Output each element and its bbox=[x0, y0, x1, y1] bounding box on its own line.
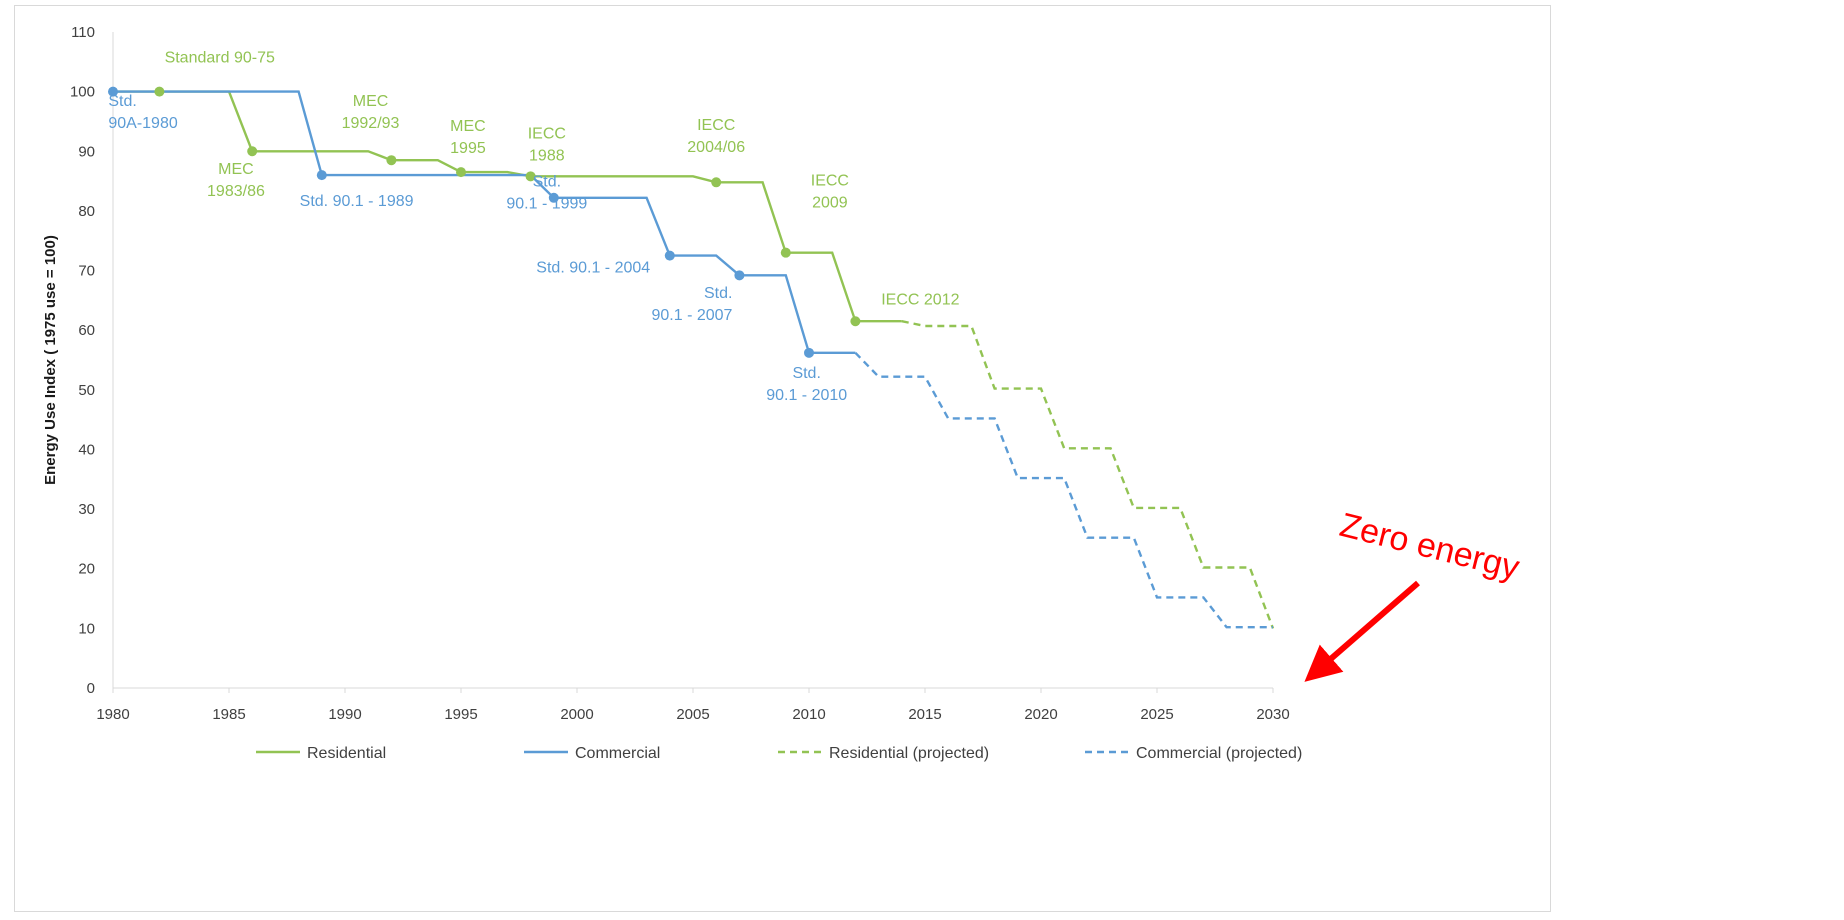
x-tick-label: 1980 bbox=[96, 706, 129, 723]
legend-label: Residential (projected) bbox=[829, 745, 989, 762]
x-tick-label: 1995 bbox=[444, 706, 477, 723]
code-annotation: MEC 1992/93 bbox=[342, 93, 400, 132]
x-tick-label: 2015 bbox=[908, 706, 941, 723]
code-annotation: IECC 2009 bbox=[811, 172, 849, 211]
code-annotation: IECC 2004/06 bbox=[687, 117, 745, 156]
data-point-marker bbox=[316, 170, 327, 181]
code-annotation: Standard 90-75 bbox=[165, 49, 275, 66]
data-point-marker bbox=[548, 192, 559, 203]
y-tick-label: 100 bbox=[70, 84, 95, 101]
y-tick-label: 90 bbox=[78, 143, 95, 160]
data-point-marker bbox=[850, 316, 861, 327]
x-tick-label: 2020 bbox=[1024, 706, 1057, 723]
data-point-marker bbox=[456, 167, 466, 178]
y-tick-label: 80 bbox=[78, 203, 95, 220]
y-tick-label: 0 bbox=[87, 680, 95, 697]
data-point-marker bbox=[525, 171, 536, 182]
y-tick-label: 70 bbox=[78, 263, 95, 280]
code-annotation: Std. 90.1 - 2004 bbox=[536, 259, 650, 276]
y-tick-label: 30 bbox=[78, 501, 95, 518]
data-point-marker bbox=[108, 86, 118, 97]
series-line-commercial bbox=[113, 90, 856, 354]
y-tick-label: 10 bbox=[78, 620, 95, 637]
code-annotation: Std. 90.1 - 2007 bbox=[651, 285, 732, 324]
y-axis-title: Energy Use Index ( 1975 use = 100) bbox=[42, 235, 59, 485]
zero-energy-callout-text: Zero energy bbox=[1336, 506, 1523, 587]
legend-label: Commercial (projected) bbox=[1136, 745, 1302, 762]
x-tick-label: 2030 bbox=[1256, 706, 1289, 723]
code-annotation: Std. 90A-1980 bbox=[108, 93, 177, 132]
series-line-commercial-projected bbox=[854, 351, 1273, 629]
data-point-marker bbox=[780, 247, 791, 258]
y-tick-label: 60 bbox=[78, 322, 95, 339]
code-annotation: MEC 1995 bbox=[450, 118, 486, 157]
legend-label: Commercial bbox=[575, 745, 660, 762]
legend-label: Residential bbox=[307, 745, 386, 762]
data-point-marker bbox=[664, 250, 675, 261]
data-point-marker bbox=[734, 270, 745, 281]
x-tick-label: 2000 bbox=[560, 706, 593, 723]
y-tick-label: 20 bbox=[78, 561, 95, 578]
chart-container bbox=[14, 5, 1551, 912]
code-annotation: IECC 1988 bbox=[528, 126, 566, 165]
y-tick-label: 40 bbox=[78, 441, 95, 458]
x-tick-label: 2010 bbox=[792, 706, 825, 723]
code-annotation: Std. 90.1 - 1999 bbox=[506, 173, 587, 212]
y-tick-label: 50 bbox=[78, 382, 95, 399]
x-tick-label: 2025 bbox=[1140, 706, 1173, 723]
data-point-marker bbox=[247, 146, 258, 157]
data-point-marker bbox=[386, 155, 397, 166]
x-tick-label: 1990 bbox=[328, 706, 361, 723]
x-tick-label: 1985 bbox=[212, 706, 245, 723]
zero-energy-arrow bbox=[1304, 580, 1420, 682]
series-line-residential-projected bbox=[901, 320, 1275, 629]
code-annotation: Std. 90.1 - 2010 bbox=[766, 365, 847, 404]
data-point-marker bbox=[154, 86, 165, 97]
code-annotation: IECC 2012 bbox=[881, 292, 959, 309]
y-tick-label: 110 bbox=[71, 24, 95, 41]
data-point-marker bbox=[804, 347, 814, 358]
code-annotation: Std. 90.1 - 1989 bbox=[300, 193, 414, 210]
code-annotation: MEC 1983/86 bbox=[207, 161, 265, 200]
x-tick-label: 2005 bbox=[676, 706, 709, 723]
data-point-marker bbox=[711, 177, 722, 188]
